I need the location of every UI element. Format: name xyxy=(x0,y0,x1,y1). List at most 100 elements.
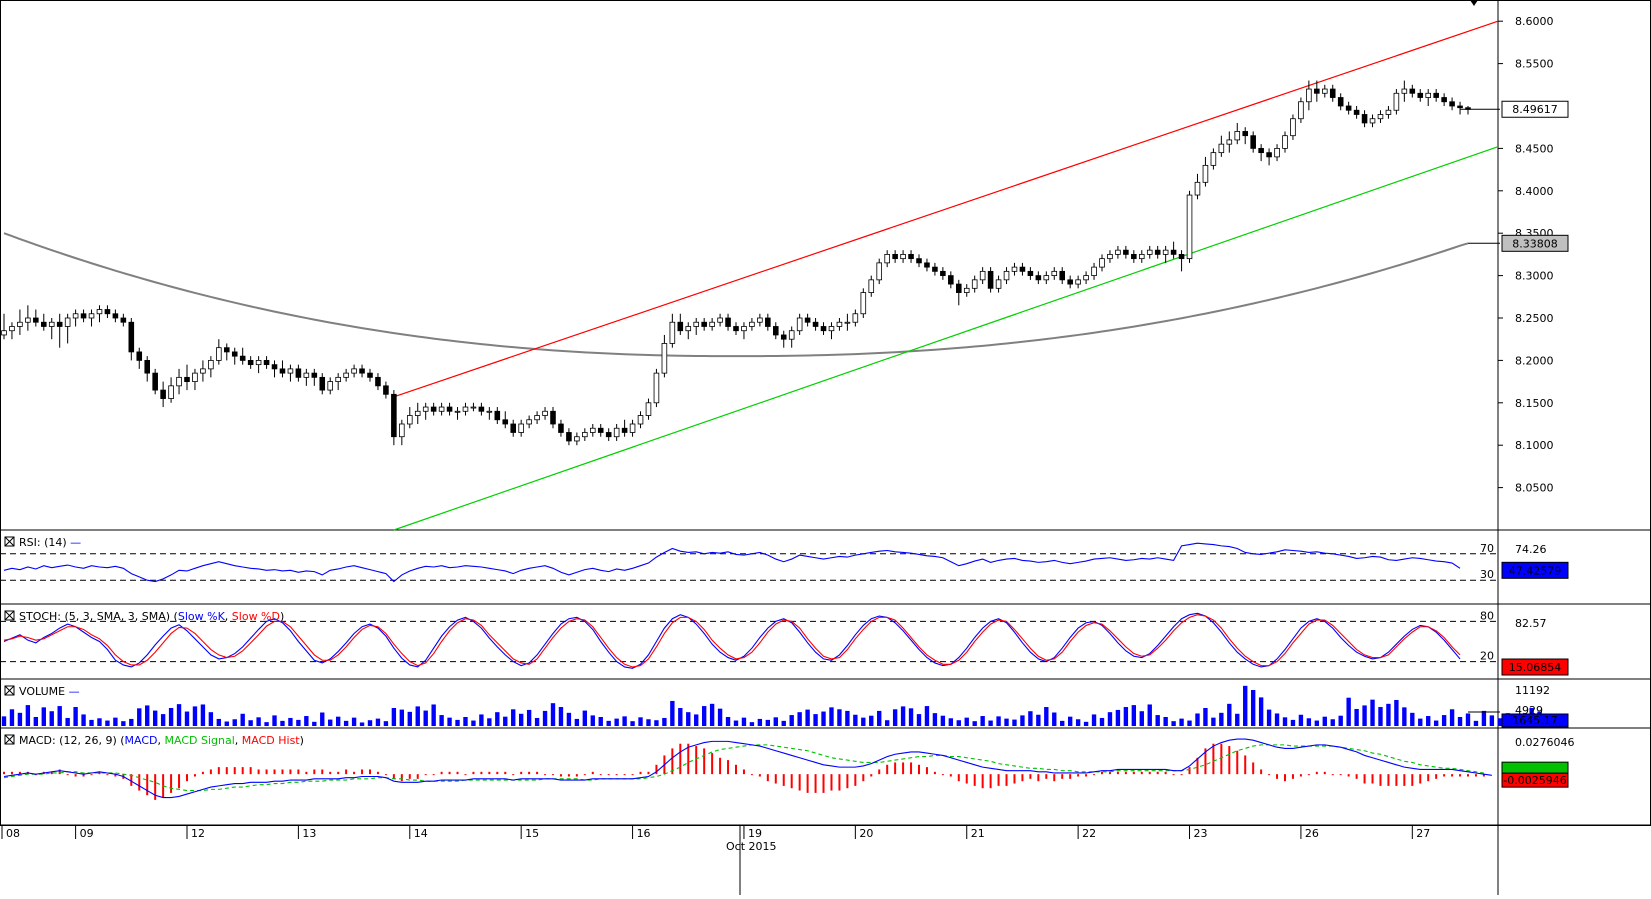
volume-bar xyxy=(1171,721,1176,726)
candle-body xyxy=(88,313,95,319)
volume-bar xyxy=(447,717,452,726)
volume-bar xyxy=(1473,720,1479,726)
candlestick xyxy=(916,254,922,268)
candle-body xyxy=(1107,253,1113,260)
candle-body xyxy=(1401,88,1408,94)
macd-hist-bar xyxy=(1069,774,1072,779)
candle-body xyxy=(948,275,954,285)
candle-body xyxy=(192,372,198,382)
candlestick xyxy=(1377,110,1384,123)
volume-bar xyxy=(662,717,667,726)
panel-title-part: VOLUME xyxy=(19,685,69,698)
moving-average-line xyxy=(3,232,1469,358)
candle-body xyxy=(208,359,214,370)
volume-bar xyxy=(1481,710,1487,726)
candle-body xyxy=(9,326,15,332)
volume-bar xyxy=(717,708,723,726)
candle-body xyxy=(1417,92,1424,98)
candle-body xyxy=(987,270,994,289)
candle-body xyxy=(486,410,493,413)
volume-bar xyxy=(1020,715,1025,726)
volume-bar xyxy=(399,709,405,726)
candle-body xyxy=(1186,194,1193,260)
candle-body xyxy=(661,343,668,374)
candle-body xyxy=(892,253,898,260)
macd-hist-bar xyxy=(1053,774,1056,782)
macd-hist-bar xyxy=(520,771,523,775)
volume-bar xyxy=(757,718,763,726)
macd-hist-bar xyxy=(337,771,340,775)
candlestick xyxy=(160,381,166,408)
candle-body xyxy=(733,326,739,332)
volume-bar xyxy=(312,721,317,726)
candlestick xyxy=(33,309,39,327)
volume-bar xyxy=(598,717,603,726)
candlestick xyxy=(1393,89,1400,115)
volume-bar xyxy=(184,711,190,726)
macd-hist-bar xyxy=(138,774,141,791)
volume-bar xyxy=(415,706,420,726)
candlestick xyxy=(1019,262,1026,276)
candlestick xyxy=(932,262,938,276)
volume-bar xyxy=(781,720,786,726)
panel-close-icon xyxy=(4,536,15,547)
candlestick xyxy=(486,407,493,420)
candlestick xyxy=(892,250,898,263)
candlestick xyxy=(223,343,230,361)
macd-hist-bar xyxy=(480,771,483,775)
candle-body xyxy=(772,326,779,336)
candle-body xyxy=(1067,279,1073,285)
macd-hist-bar xyxy=(846,774,849,789)
macd-hist-bar xyxy=(870,774,873,777)
candle-body xyxy=(104,309,111,315)
macd-hist-bar xyxy=(766,774,769,782)
candlestick xyxy=(1123,245,1129,259)
macd-hist-bar xyxy=(66,774,69,776)
volume-bar xyxy=(988,720,993,726)
macd-hist-bar xyxy=(10,771,13,775)
candle-body xyxy=(717,317,723,323)
macd-hist-bar xyxy=(18,771,21,775)
lower-channel-line xyxy=(393,146,1499,531)
candlestick xyxy=(757,313,763,327)
candle-body xyxy=(48,321,55,327)
volume-bar xyxy=(773,717,778,726)
macd-hist-bar xyxy=(1101,771,1103,775)
candle-body xyxy=(223,347,230,353)
candlestick xyxy=(677,313,684,335)
candlestick xyxy=(1210,148,1217,170)
macd-hist-bar xyxy=(146,774,149,796)
candle-body xyxy=(1441,97,1447,103)
candlestick xyxy=(908,250,914,263)
candle-body xyxy=(780,334,787,340)
macd-hist-bar xyxy=(305,771,308,775)
candlestick xyxy=(836,318,843,331)
panel-close-icon xyxy=(4,685,15,696)
candle-body xyxy=(1083,275,1089,281)
candlestick xyxy=(1035,271,1042,285)
candle-body xyxy=(1385,109,1392,115)
candle-body xyxy=(868,279,875,293)
macd-hist-bar xyxy=(201,771,204,775)
volume-bar xyxy=(1044,707,1049,726)
candlestick xyxy=(255,356,262,374)
macd-hist-bar xyxy=(1220,743,1223,775)
volume-bar xyxy=(733,720,739,726)
volume-bar xyxy=(391,708,397,726)
candlestick xyxy=(828,322,835,340)
candlestick xyxy=(303,368,310,386)
candle-body xyxy=(550,410,556,425)
macd-hist-bar xyxy=(1061,774,1064,779)
volume-bar xyxy=(1075,719,1081,726)
ma-value-label: 8.33808 xyxy=(1512,237,1558,250)
candle-body xyxy=(414,410,421,416)
macd-hist-bar xyxy=(790,774,793,789)
candlestick xyxy=(1369,114,1376,128)
volume-bar xyxy=(526,709,532,726)
candlestick xyxy=(216,339,222,365)
candlestick xyxy=(876,258,883,285)
candle-body xyxy=(621,427,628,433)
panel-title-part: MACD xyxy=(125,734,158,747)
candle-body xyxy=(1290,118,1296,137)
volume-bar xyxy=(701,706,707,726)
